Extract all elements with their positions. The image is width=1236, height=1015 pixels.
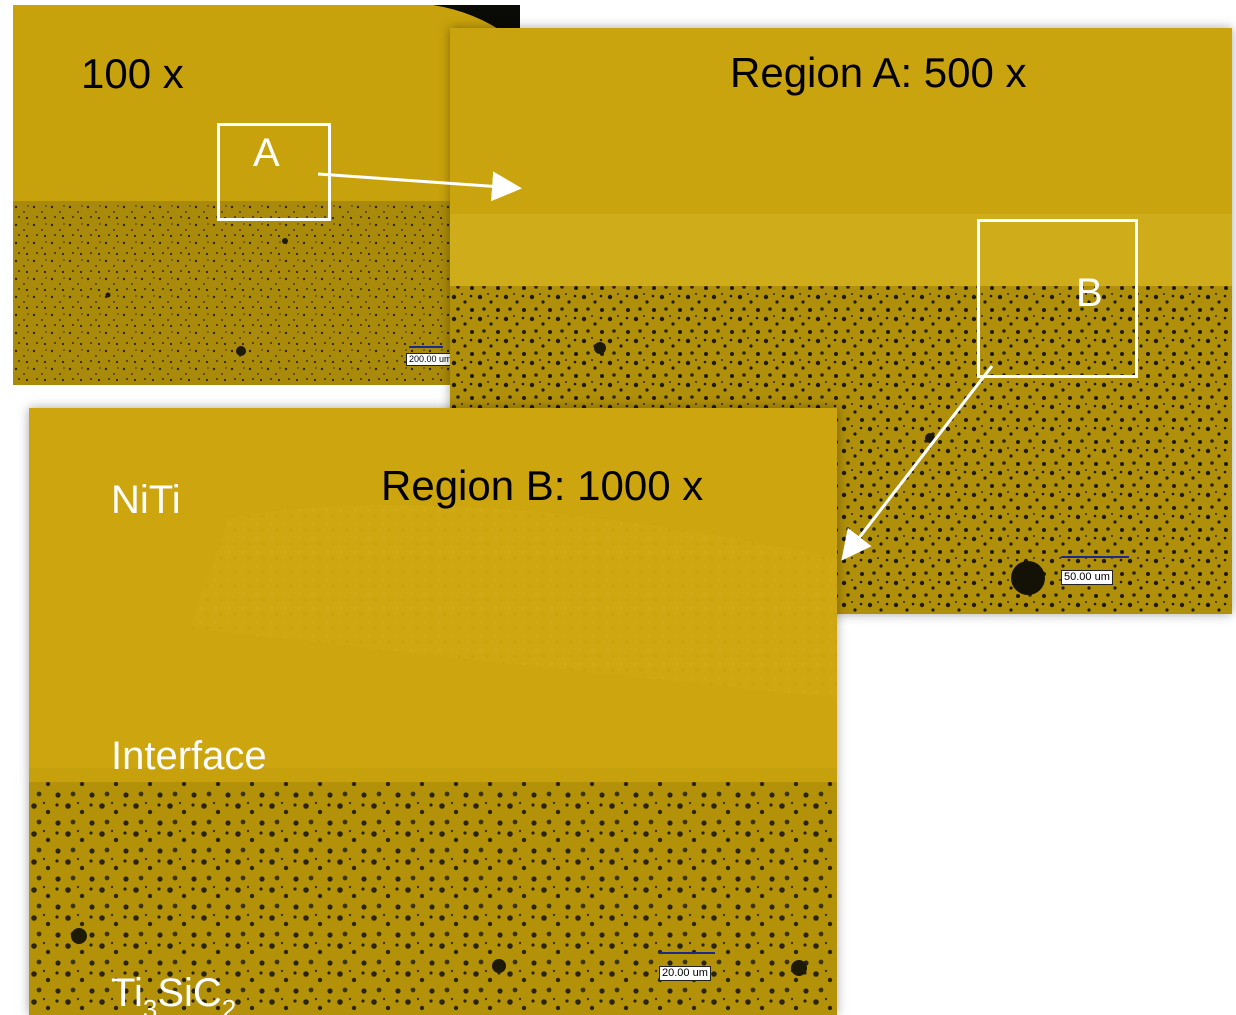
region-a-label: A [253,131,280,175]
layer-label-ti3sic2: Ti3SiC2 [111,971,237,1015]
layer-label-niti: NiTi [111,478,181,522]
scale-bar-label-500x: 50.00 um [1061,570,1113,585]
scale-bar-label-100x: 200.00 um [406,353,455,366]
scale-bar-label-1000x: 20.00 um [659,966,711,981]
micrograph-region-b: NiTi Region B: 1000 x Interface Ti3SiC2 … [29,408,837,1015]
region-b-title: Region B: 1000 x [381,462,704,509]
scale-bar-line-500x [1061,556,1129,558]
layer-label-sic: SiC [157,971,222,1015]
scale-bar-line-100x [409,346,443,348]
region-a-title: Region A: 500 x [730,49,1027,96]
micrograph-region-a-image [450,28,1232,614]
region-a-box [217,123,331,221]
layer-label-interface: Interface [111,734,267,778]
scale-bar-line-1000x [659,952,715,954]
micrograph-region-b-image [29,408,837,1015]
layer-label-sub-2: 2 [221,994,237,1015]
micrograph-region-a: Region A: 500 x B 50.00 um [450,28,1232,614]
region-b-box [977,219,1138,378]
region-b-label: B [1076,271,1103,315]
layer-label-ti: Ti [111,971,143,1015]
magnification-label-100x: 100 x [81,50,184,97]
micrograph-100x: 100 x A 200.00 um [13,5,520,385]
layer-label-sub-3: 3 [142,994,158,1015]
